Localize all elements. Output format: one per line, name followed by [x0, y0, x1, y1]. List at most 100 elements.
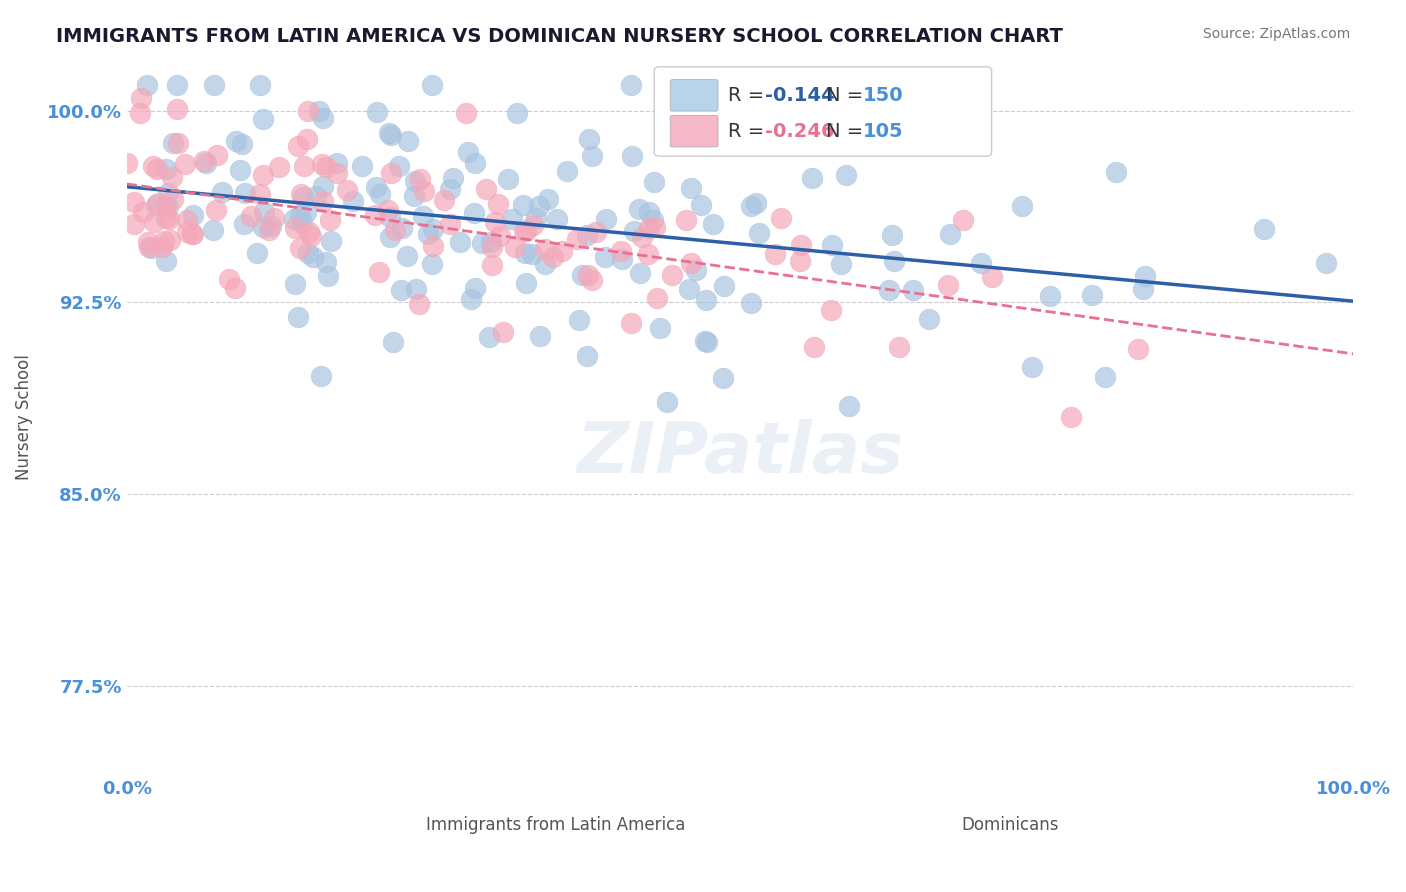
Point: [315, 254, 337, 268]
Point: [803, 340, 825, 354]
Point: [166, 102, 188, 116]
Point: [162, 192, 184, 206]
FancyBboxPatch shape: [671, 115, 718, 147]
Point: [160, 169, 183, 184]
FancyBboxPatch shape: [382, 814, 418, 838]
Point: [740, 295, 762, 310]
Point: [129, 106, 152, 120]
Point: [420, 78, 443, 92]
Point: [305, 189, 328, 203]
Point: [139, 241, 162, 255]
Point: [432, 194, 454, 208]
Point: [645, 291, 668, 305]
Point: [568, 312, 591, 326]
Point: [515, 277, 537, 291]
FancyBboxPatch shape: [860, 814, 896, 838]
Text: ZIPatlas: ZIPatlas: [576, 418, 904, 488]
Point: [146, 196, 169, 211]
Point: [249, 78, 271, 92]
Point: [391, 220, 413, 235]
Point: [412, 209, 434, 223]
Point: [620, 149, 643, 163]
Point: [396, 134, 419, 148]
Text: 105: 105: [863, 121, 904, 141]
Text: IMMIGRANTS FROM LATIN AMERICA VS DOMINICAN NURSERY SCHOOL CORRELATION CHART: IMMIGRANTS FROM LATIN AMERICA VS DOMINIC…: [56, 27, 1063, 45]
Point: [295, 205, 318, 219]
Point: [581, 149, 603, 163]
Point: [312, 194, 335, 209]
Point: [555, 164, 578, 178]
Point: [503, 239, 526, 253]
Point: [769, 211, 792, 226]
Point: [595, 212, 617, 227]
Point: [628, 266, 651, 280]
Point: [336, 183, 359, 197]
Point: [529, 328, 551, 343]
Point: [142, 159, 165, 173]
Point: [218, 271, 240, 285]
Point: [575, 227, 598, 242]
Point: [297, 104, 319, 119]
Point: [377, 203, 399, 218]
Point: [155, 254, 177, 268]
Point: [153, 199, 176, 213]
Point: [464, 156, 486, 170]
Point: [578, 132, 600, 146]
Point: [321, 234, 343, 248]
Point: [484, 215, 506, 229]
Point: [489, 228, 512, 243]
Point: [259, 219, 281, 233]
Point: [1081, 288, 1104, 302]
Point: [284, 220, 307, 235]
Point: [326, 156, 349, 170]
Point: [224, 281, 246, 295]
Point: [181, 227, 204, 241]
Point: [882, 227, 904, 242]
Point: [481, 240, 503, 254]
Point: [685, 95, 707, 110]
Point: [735, 136, 758, 151]
Point: [520, 246, 543, 260]
Point: [471, 236, 494, 251]
Point: [936, 278, 959, 293]
Point: [422, 221, 444, 235]
Point: [478, 330, 501, 344]
Point: [409, 172, 432, 186]
Point: [295, 131, 318, 145]
Point: [316, 269, 339, 284]
Point: [1253, 222, 1275, 236]
Point: [166, 78, 188, 92]
Point: [711, 371, 734, 385]
Point: [288, 209, 311, 223]
Point: [685, 262, 707, 277]
Point: [176, 213, 198, 227]
Point: [389, 283, 412, 297]
Point: [631, 229, 654, 244]
Point: [145, 197, 167, 211]
FancyBboxPatch shape: [671, 79, 718, 112]
Point: [571, 268, 593, 282]
Point: [311, 157, 333, 171]
Point: [745, 196, 768, 211]
Point: [1011, 199, 1033, 213]
Point: [231, 137, 253, 152]
Point: [1128, 342, 1150, 356]
Text: R =: R =: [728, 121, 770, 141]
Point: [460, 292, 482, 306]
Point: [534, 257, 557, 271]
Point: [835, 169, 858, 183]
Point: [181, 208, 204, 222]
Point: [546, 212, 568, 227]
Point: [259, 223, 281, 237]
Point: [366, 105, 388, 120]
Point: [380, 166, 402, 180]
Point: [297, 246, 319, 260]
Point: [291, 216, 314, 230]
FancyBboxPatch shape: [654, 67, 991, 156]
Point: [1105, 165, 1128, 179]
Point: [524, 211, 547, 225]
Point: [918, 312, 941, 326]
Point: [696, 334, 718, 349]
Point: [246, 246, 269, 260]
Point: [513, 224, 536, 238]
